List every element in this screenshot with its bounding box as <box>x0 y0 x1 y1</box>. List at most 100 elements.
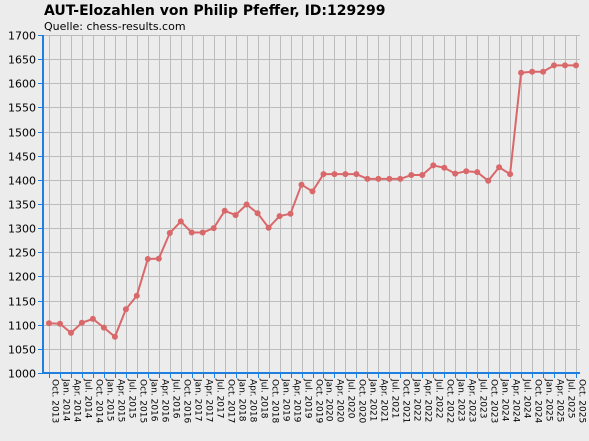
x-tick-label: Jul. 2018 <box>259 378 269 419</box>
x-tick-label: Jan. 2015 <box>105 378 115 422</box>
series-line <box>48 64 576 339</box>
y-tick-label: 1300 <box>8 223 36 236</box>
data-point <box>89 315 96 322</box>
x-tick-label: Jul. 2023 <box>478 378 488 419</box>
x-tick-label: Jul. 2017 <box>215 378 225 419</box>
gridlines <box>43 35 580 374</box>
x-tick-label: Oct. 2014 <box>94 379 104 423</box>
data-point <box>166 230 173 236</box>
data-point <box>452 170 459 177</box>
data-point <box>199 229 206 236</box>
y-tick-labels: 1000 1050 1100 1150 1200 1250 1300 1350 1400 1450… <box>8 30 36 381</box>
data-point <box>518 69 525 76</box>
x-tick-label: Jan. 2017 <box>193 378 203 422</box>
chart-title: AUT-Elozahlen von Philip Pfeffer, ID:129… <box>44 3 386 19</box>
data-point <box>353 171 360 178</box>
y-tick-label: 1250 <box>8 247 36 260</box>
data-point <box>408 172 415 178</box>
x-tick-label: Oct. 2025 <box>577 379 587 423</box>
data-point <box>529 68 536 75</box>
data-point <box>551 62 557 69</box>
data-point <box>375 175 382 182</box>
y-tick-label: 1700 <box>8 30 36 43</box>
x-tick-label: Jan. 2016 <box>149 378 159 422</box>
data-point <box>221 207 228 214</box>
x-tick-label: Apr. 2025 <box>555 379 565 422</box>
y-tick-label: 1050 <box>8 344 36 357</box>
x-tick-label: Oct. 2017 <box>226 379 236 423</box>
x-tick-label: Jan. 2014 <box>61 378 71 422</box>
y-tick-label: 1550 <box>8 102 36 115</box>
x-tick-label: Jan. 2025 <box>544 378 554 422</box>
data-point <box>243 201 250 208</box>
x-tick-label: Oct. 2024 <box>533 379 543 423</box>
chart-source: Quelle: chess-results.com <box>44 20 186 33</box>
data-point <box>254 210 261 217</box>
data-point <box>441 164 448 171</box>
x-tick-label: Jul. 2014 <box>83 378 93 419</box>
data-point <box>430 162 437 169</box>
data-point <box>320 171 327 178</box>
data-point <box>496 164 503 171</box>
x-tick-labels: Oct. 2013 Jan. 2014 Apr. 2014 Jul. 2014 Oct.… <box>50 378 587 423</box>
x-tick-label: Apr. 2019 <box>292 379 302 423</box>
x-tick-label: Oct. 2015 <box>138 379 148 423</box>
data-point <box>562 62 568 69</box>
data-point <box>463 168 470 175</box>
data-point <box>265 224 272 231</box>
x-tick-label: Jul. 2025 <box>566 378 576 419</box>
x-tick-label: Jan. 2022 <box>412 378 422 422</box>
data-point <box>342 171 349 178</box>
x-tick-label: Oct. 2023 <box>489 379 499 423</box>
data-point <box>100 324 107 331</box>
data-point <box>364 175 371 182</box>
y-tick-label: 1500 <box>8 127 36 140</box>
y-tick-label: 1150 <box>8 296 36 309</box>
data-point <box>309 188 316 195</box>
x-tick-label: Jan. 2019 <box>281 378 291 422</box>
x-tick-label: Oct. 2016 <box>182 379 192 423</box>
x-tick-label: Oct. 2020 <box>357 379 367 423</box>
x-tick-label: Oct. 2018 <box>270 379 280 423</box>
data-point <box>177 218 184 225</box>
data-point <box>573 62 579 69</box>
x-tick-label: Apr. 2021 <box>379 379 389 422</box>
data-point <box>397 175 404 182</box>
x-tick-label: Oct. 2021 <box>401 379 411 423</box>
data-point <box>276 213 283 220</box>
x-tick-label: Apr. 2017 <box>204 379 214 422</box>
data-point <box>485 177 492 184</box>
x-tick-label: Oct. 2022 <box>445 379 455 423</box>
data-point <box>57 320 63 327</box>
y-tick-label: 1450 <box>8 151 36 164</box>
x-tick-label: Jan. 2023 <box>456 378 466 422</box>
y-tick-label: 1000 <box>8 368 36 381</box>
x-tick-label: Jul. 2020 <box>346 378 356 419</box>
data-point <box>474 169 481 176</box>
series-layer <box>46 62 579 340</box>
data-point <box>111 333 118 340</box>
data-point <box>419 172 426 178</box>
x-tick-label: Jan. 2024 <box>500 378 510 422</box>
x-tick-label: Jul. 2016 <box>171 378 181 419</box>
data-point <box>188 229 195 236</box>
y-tick-label: 1650 <box>8 54 36 67</box>
data-point <box>68 329 74 336</box>
x-tick-label: Jul. 2019 <box>303 378 313 419</box>
axes <box>38 35 580 378</box>
data-point <box>386 175 393 182</box>
data-point <box>122 306 129 313</box>
data-point <box>507 171 514 178</box>
data-point <box>46 320 52 327</box>
data-point <box>133 292 140 299</box>
x-tick-label: Apr. 2022 <box>423 379 433 422</box>
y-tick-label: 1100 <box>8 320 36 333</box>
data-point <box>287 210 294 217</box>
data-point <box>331 171 338 178</box>
x-tick-label: Oct. 2019 <box>314 379 324 423</box>
x-tick-label: Apr. 2020 <box>335 379 345 423</box>
x-tick-label: Oct. 2013 <box>50 379 60 423</box>
data-point <box>78 319 85 326</box>
x-tick-label: Jan. 2021 <box>368 378 378 422</box>
data-point <box>155 255 162 262</box>
